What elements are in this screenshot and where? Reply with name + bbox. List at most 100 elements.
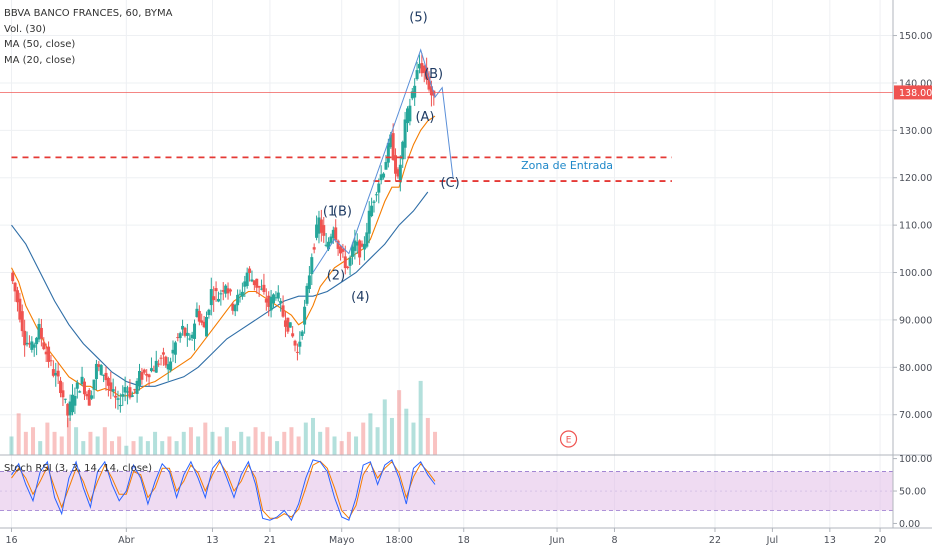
candle-body xyxy=(173,342,177,355)
candle-body xyxy=(353,240,357,251)
candle-body xyxy=(73,395,77,406)
candle-body xyxy=(291,333,295,337)
candle-body xyxy=(267,295,271,307)
volume-bar xyxy=(346,431,351,455)
candle-body xyxy=(118,404,122,407)
x-tick-label: 13 xyxy=(824,535,836,546)
candle-body xyxy=(63,398,67,400)
candle-body xyxy=(250,279,254,282)
candle-body xyxy=(319,219,323,233)
volume-bar xyxy=(397,390,402,455)
chart-legend: BBVA BANCO FRANCES, 60, BYMA Vol. (30) M… xyxy=(4,6,172,68)
x-tick-label: 16 xyxy=(5,535,17,546)
volume-bar xyxy=(124,445,129,455)
volume-bar xyxy=(81,441,86,455)
candle-body xyxy=(140,372,144,380)
x-tick-label: 20 xyxy=(874,535,886,546)
wave-label: (1 xyxy=(323,205,336,220)
volume-bar xyxy=(167,436,172,455)
candle-body xyxy=(243,281,247,287)
candle-body xyxy=(279,300,283,304)
volume-bar xyxy=(404,408,409,455)
candle-body xyxy=(429,86,433,96)
candle-body xyxy=(116,398,120,400)
ma50-line xyxy=(11,191,429,387)
candle-body xyxy=(75,382,79,389)
candle-body xyxy=(207,309,211,316)
stoch-y-tick-label: 0.00 xyxy=(899,519,920,530)
candle-body xyxy=(427,76,431,90)
volume-bar xyxy=(66,417,71,455)
candle-body xyxy=(346,266,350,269)
candle-body xyxy=(360,243,364,247)
candle-body xyxy=(295,351,299,353)
candle-body xyxy=(257,285,261,288)
volume-bar xyxy=(23,431,28,455)
candle-body xyxy=(30,341,34,350)
candle-body xyxy=(300,331,304,336)
volume-bar xyxy=(253,427,258,455)
wave-label: (B) xyxy=(333,205,352,220)
candle-body xyxy=(252,280,256,286)
x-tick-label: Abr xyxy=(118,535,135,546)
x-tick-label: 21 xyxy=(264,535,276,546)
candle-body xyxy=(214,288,218,292)
candle-body xyxy=(394,155,398,174)
candle-body xyxy=(329,236,333,243)
candle-body xyxy=(307,275,311,290)
legend-volume[interactable]: Vol. (30) xyxy=(4,23,46,35)
stoch-d-line xyxy=(11,460,436,520)
candle-body xyxy=(377,183,381,193)
candle-body xyxy=(37,323,41,340)
stoch-legend[interactable]: Stoch RSI (3, 3, 14, 14, close) xyxy=(4,463,152,474)
candle-body xyxy=(358,240,362,258)
candle-body xyxy=(94,363,98,380)
legend-ma50[interactable]: MA (50, close) xyxy=(4,39,76,50)
x-tick-label: 13 xyxy=(206,535,218,546)
candle-body xyxy=(18,298,22,320)
candle-body xyxy=(195,308,199,318)
candle-body xyxy=(59,380,63,394)
candle-body xyxy=(152,370,156,372)
candle-body xyxy=(310,257,314,275)
candle-body xyxy=(82,381,86,395)
price-badge[interactable] xyxy=(894,85,932,100)
wave-label: (A) xyxy=(415,110,434,125)
volume-bar xyxy=(196,436,201,455)
volume-bar xyxy=(153,431,158,455)
candle-body xyxy=(401,141,405,160)
candle-body xyxy=(238,293,242,295)
stoch-y-tick-label: 50.00 xyxy=(899,487,926,498)
candle-body xyxy=(121,394,125,397)
candle-body xyxy=(413,85,417,98)
candle-body xyxy=(190,334,194,339)
volume-bar xyxy=(433,431,438,455)
candle-body xyxy=(262,284,266,292)
candle-body xyxy=(216,298,220,302)
candle-body xyxy=(80,376,84,385)
candle-body xyxy=(343,256,347,269)
candle-body xyxy=(102,374,106,376)
volume-bar xyxy=(418,380,423,455)
candle-body xyxy=(87,390,91,406)
candle-body xyxy=(396,169,400,177)
candle-body xyxy=(126,391,130,393)
candle-body xyxy=(231,303,235,311)
candle-body xyxy=(109,382,113,392)
candle-body xyxy=(362,244,366,250)
volume-bars xyxy=(9,380,438,455)
volume-bar xyxy=(210,431,215,455)
legend-ma20[interactable]: MA (20, close) xyxy=(4,54,76,66)
candle-body xyxy=(240,291,244,297)
legend-symbol[interactable]: BBVA BANCO FRANCES, 60, BYMA xyxy=(4,8,173,19)
candle-body xyxy=(386,142,390,163)
candle-body xyxy=(47,346,51,362)
volume-bar xyxy=(354,436,359,455)
candle-body xyxy=(183,327,187,336)
candle-body xyxy=(27,343,31,345)
candle-body xyxy=(181,325,185,330)
candle-body xyxy=(166,364,170,370)
candle-body xyxy=(236,294,240,306)
volume-bar xyxy=(16,413,21,455)
